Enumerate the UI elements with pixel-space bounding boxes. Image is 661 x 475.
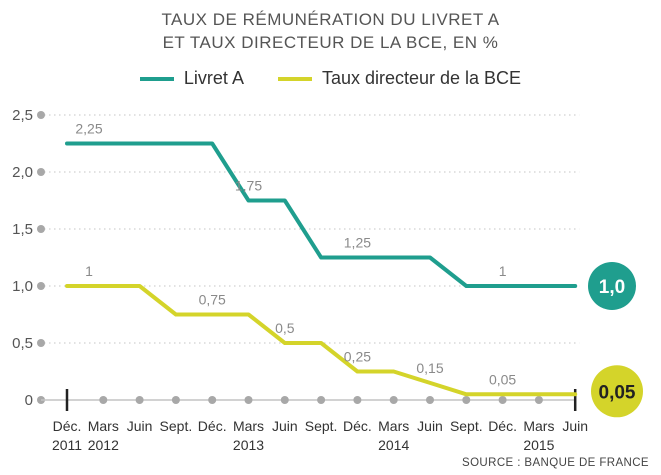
x-tick-label-month: Mars [378, 418, 409, 434]
chart-title-line-2: ET TAUX DIRECTEUR DE LA BCE, EN % [162, 33, 499, 52]
data-label: 1 [85, 263, 93, 279]
x-tick-label-month: Déc. [53, 418, 82, 434]
x-tick-label-month: Juin [272, 418, 298, 434]
x-tick-label-year: 2011 [52, 437, 82, 453]
x-tick-dot [498, 396, 507, 404]
x-tick-dot [244, 396, 253, 404]
legend: Livret A Taux directeur de la BCE [0, 68, 661, 89]
y-tick-dot [37, 111, 45, 119]
legend-swatch-livret-a [139, 76, 174, 81]
x-tick-label-month: Sept. [450, 418, 483, 434]
y-tick-dot [37, 282, 45, 290]
data-label: 0,15 [416, 360, 443, 376]
legend-label-livret-a: Livret A [183, 68, 244, 88]
data-label: 1,25 [344, 235, 371, 251]
x-tick-label-month: Sept. [305, 418, 338, 434]
end-badge-livret-a-value: 1,0 [599, 277, 625, 298]
legend-item-bce: Taux directeur de la BCE [277, 68, 522, 89]
data-label: 1,75 [235, 178, 262, 194]
x-tick-dot [353, 396, 362, 404]
x-tick-label-month: Juin [127, 418, 153, 434]
data-label: 2,25 [75, 121, 102, 137]
source-note: SOURCE : BANQUE DE FRANCE [462, 457, 649, 469]
x-tick-label-month: Juin [417, 418, 443, 434]
y-tick-dot [37, 339, 45, 347]
data-label: 1 [499, 263, 507, 279]
end-badge-livret-a [588, 262, 636, 310]
chart-title-line-1: TAUX DE RÉMUNÉRATION DU LIVRET A [161, 10, 500, 29]
y-tick-label: 0,5 [12, 335, 33, 352]
legend-label-bce: Taux directeur de la BCE [321, 68, 522, 88]
y-tick-label: 1,5 [12, 221, 33, 238]
end-badge-bce-value: 0,05 [599, 382, 636, 403]
x-tick-label-month: Mars [523, 418, 554, 434]
x-tick-dot [389, 396, 398, 404]
x-tick-label-year: 2013 [233, 437, 264, 453]
data-label: 0,25 [344, 349, 371, 365]
series-line-livret-a [65, 141, 578, 288]
x-tick-label-month: Déc. [198, 418, 227, 434]
x-tick-label-month: Déc. [343, 418, 372, 434]
x-tick-dot [317, 396, 326, 404]
data-label: 0,05 [489, 371, 516, 387]
y-tick-label: 0 [25, 392, 33, 409]
x-tick-label-month: Sept. [160, 418, 193, 434]
y-tick-label: 2,5 [12, 107, 33, 124]
y-tick-label: 1,0 [12, 278, 33, 295]
series-line-bce [65, 284, 578, 397]
x-tick-dot [99, 396, 108, 404]
data-label: 0,75 [199, 292, 226, 308]
y-tick-label: 2,0 [12, 164, 33, 181]
x-tick-dot [280, 396, 289, 404]
x-tick-dot [534, 396, 543, 404]
x-tick-dot [208, 396, 217, 404]
x-tick-label-month: Déc. [488, 418, 517, 434]
x-tick-label-year: 2014 [378, 437, 409, 453]
x-tick-dot [135, 396, 144, 404]
x-tick-dot [171, 396, 180, 404]
x-tick-label-year: 2015 [523, 437, 554, 453]
x-tick-dot [426, 396, 434, 404]
legend-swatch-bce [277, 76, 312, 81]
y-tick-dot [37, 225, 45, 233]
x-tick-label-month: Mars [233, 418, 264, 434]
end-badge-bce [591, 365, 643, 418]
data-label: 0,5 [275, 320, 295, 336]
x-tick-dot [462, 396, 471, 404]
legend-item-livret-a: Livret A [139, 68, 244, 89]
y-tick-dot [37, 168, 45, 176]
x-tick-label-month: Mars [88, 418, 119, 434]
x-tick-label-year: 2012 [88, 437, 119, 453]
x-tick-label-month: Juin [562, 418, 588, 434]
